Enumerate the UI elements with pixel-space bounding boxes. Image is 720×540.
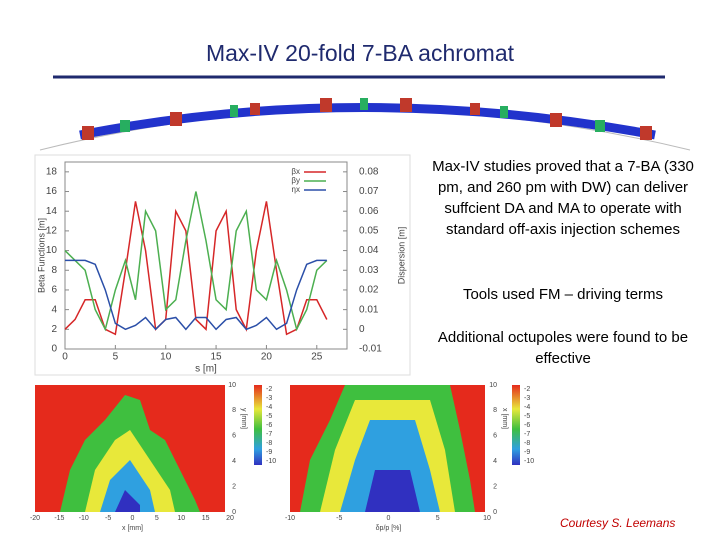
fm-x-tick-label: -10 [79, 515, 89, 522]
x-axis-label: s [m] [195, 364, 217, 375]
fm-x-tick-label: 10 [177, 515, 185, 522]
y2-tick-label: 0.03 [359, 265, 379, 276]
y-tick-label: 0 [51, 344, 57, 355]
x-tick-label: 0 [62, 352, 68, 363]
y2-axis-label: Dispersion [m] [396, 227, 406, 285]
fm-x-tick-label: -20 [30, 515, 40, 522]
fm-y-tick-label: 4 [493, 458, 497, 465]
colorbar-label: -10 [524, 458, 534, 465]
slide-title: Max-IV 20-fold 7-BA achromat [205, 40, 515, 66]
colorbar-label: -7 [524, 431, 530, 438]
x-tick-label: 25 [311, 352, 323, 363]
colorbar-label: -3 [524, 395, 530, 402]
y2-tick-label: 0.02 [359, 285, 379, 296]
colorbar-label: -4 [266, 404, 272, 411]
fm-x-tick-label: 0 [387, 515, 391, 522]
x-tick-label: 10 [160, 352, 172, 363]
fm-x-tick-label: 10 [483, 515, 491, 522]
x-tick-label: 20 [261, 352, 273, 363]
y-tick-label: 18 [46, 166, 58, 177]
fm-y-tick-label: 6 [232, 433, 236, 440]
fm-right-map [290, 385, 485, 512]
y2-tick-label: -0.01 [359, 344, 382, 355]
y2-tick-label: 0.06 [359, 206, 379, 217]
legend-label: ηx [292, 185, 300, 194]
fm-y-tick-label: 4 [232, 458, 236, 465]
fm-y-tick-label: 2 [493, 483, 497, 490]
fm-x-tick-label: -15 [54, 515, 64, 522]
fm-y-tick-label: 0 [232, 509, 236, 516]
paragraph: Additional octupoles were found to be ef… [437, 329, 689, 367]
y2-tick-label: 0.05 [359, 226, 379, 237]
fm-y-tick-label: 6 [493, 433, 497, 440]
fm-y-tick-label: 10 [489, 382, 497, 389]
y2-tick-label: 0.08 [359, 166, 379, 177]
fm-x-tick-label: 5 [155, 515, 159, 522]
y-tick-label: 16 [46, 186, 58, 197]
y-tick-label: 4 [51, 304, 57, 315]
paragraph: Tools used FM – driving terms [462, 286, 664, 303]
colorbar-label: -2 [524, 386, 530, 393]
paragraph: Max-IV studies proved that a 7-BA (330 p… [432, 158, 694, 238]
series-line [65, 259, 327, 331]
fm-y-tick-label: 2 [232, 483, 236, 490]
y2-tick-label: 0.04 [359, 245, 379, 256]
x-tick-label: 5 [113, 352, 119, 363]
y2-tick-label: 0.01 [359, 304, 379, 315]
x-tick-label: 15 [211, 352, 223, 363]
colorbar-label: -9 [266, 449, 272, 456]
y-axis-label: Beta Functions [m] [36, 218, 46, 293]
credit: Courtesy S. Leemans [560, 516, 676, 530]
colorbar-label: -8 [266, 440, 272, 447]
legend-label: βx [291, 167, 300, 176]
y2-tick-label: 0.07 [359, 186, 379, 197]
colorbar-label: -3 [266, 395, 272, 402]
y-tick-label: 12 [46, 226, 58, 237]
y-tick-label: 6 [51, 285, 57, 296]
fm-y-tick-label: 8 [493, 407, 497, 414]
y-tick-label: 8 [51, 265, 57, 276]
fm-x-axis-label: δp/p [%] [376, 525, 402, 532]
fm-x-tick-label: -5 [336, 515, 342, 522]
fm-y-tick-label: 0 [493, 509, 497, 516]
beta-plot-frame [34, 154, 411, 376]
fm-left-map [35, 385, 225, 512]
fm-y-tick-label: 10 [228, 382, 236, 389]
series-line [64, 201, 328, 336]
fm-x-tick-label: -10 [285, 515, 295, 522]
y2-tick-label: 0 [359, 324, 365, 335]
colorbar-label: -10 [266, 458, 276, 465]
fm-x-axis-label: x [mm] [122, 525, 143, 532]
lattice [39, 98, 691, 151]
colorbar-label: -8 [524, 440, 530, 447]
y-tick-label: 2 [51, 324, 57, 335]
colorbar-label: -9 [524, 449, 530, 456]
colorbar-label: -7 [266, 431, 272, 438]
colorbar-label: -2 [266, 386, 272, 393]
fm-x-tick-label: -5 [105, 515, 111, 522]
fm-x-tick-label: 20 [226, 515, 234, 522]
fm-x-tick-label: 5 [436, 515, 440, 522]
colorbar-label: -5 [266, 413, 272, 420]
y-tick-label: 14 [46, 206, 58, 217]
plot-area [64, 161, 348, 350]
fm-right-colorbar [512, 385, 520, 465]
fm-y-axis-label: x [mm] [501, 408, 508, 429]
series-line [64, 191, 328, 332]
y-tick-label: 10 [46, 245, 58, 256]
fm-y-axis-label: y [mm] [240, 408, 247, 429]
colorbar-label: -4 [524, 404, 530, 411]
fm-y-tick-label: 8 [232, 407, 236, 414]
colorbar-label: -6 [524, 422, 530, 429]
legend-label: βy [291, 176, 300, 185]
fm-x-tick-label: 15 [202, 515, 210, 522]
fm-left-colorbar [254, 385, 262, 465]
colorbar-label: -6 [266, 422, 272, 429]
colorbar-label: -5 [524, 413, 530, 420]
fm-x-tick-label: 0 [131, 515, 135, 522]
